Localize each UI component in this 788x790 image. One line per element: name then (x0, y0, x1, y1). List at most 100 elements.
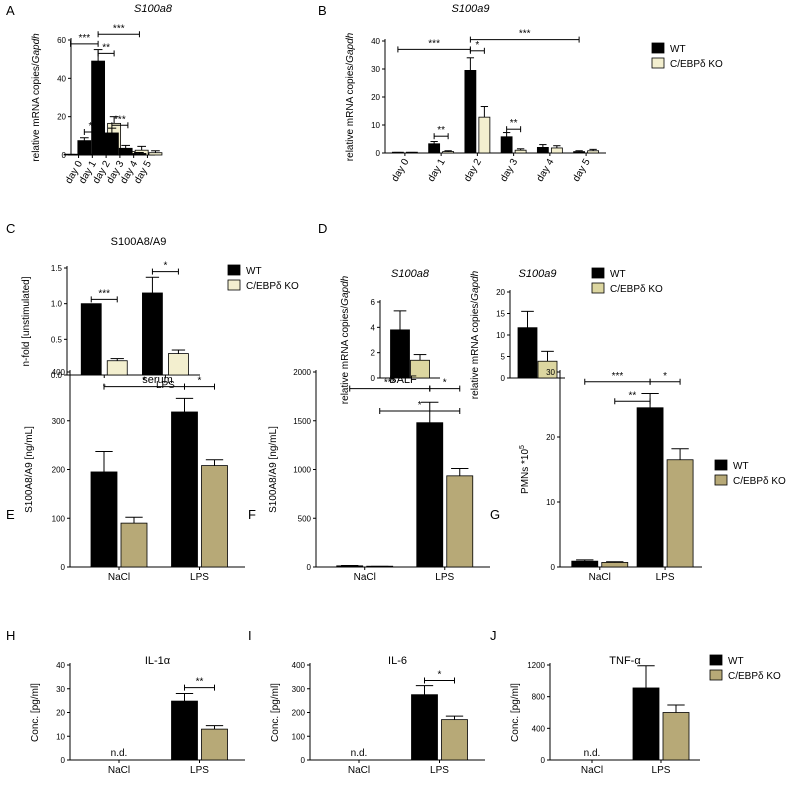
y-axis-label: Conc. [pg/ml] (270, 683, 281, 742)
y-tick-label: 20 (546, 433, 555, 442)
significance-label: ** (102, 42, 110, 53)
significance-label: *** (428, 38, 440, 49)
category-label: NaCl (589, 572, 611, 583)
bar-wt (632, 687, 660, 761)
chart-title: BALF (389, 374, 417, 386)
legend-swatch (651, 42, 665, 54)
panel-letter: A (6, 3, 15, 18)
panel-e: serum 0 100 200 300 400 S100A8/A9 [ng/mL] NaCl L… (24, 368, 245, 583)
chart-title: serum (142, 374, 173, 386)
legend-swatch (227, 279, 241, 291)
y-axis-label: relative mRNA copies/Gapdh (470, 270, 481, 399)
bar-ko (446, 475, 474, 568)
significance-label: * (475, 40, 479, 51)
panel-letter: J (490, 628, 497, 643)
category-label: NaCl (108, 572, 130, 583)
panel-letter: F (248, 507, 256, 522)
y-tick-label: 0 (376, 149, 381, 158)
bar-wt (91, 60, 106, 156)
y-tick-label: 4 (371, 323, 376, 332)
category-label: LPS (430, 765, 449, 776)
panel-letter: G (490, 507, 500, 522)
y-tick-label: 0 (551, 563, 556, 572)
category-label: LPS (652, 765, 671, 776)
chart-title: IL-6 (388, 655, 407, 667)
y-axis-label: relative mRNA copies/Gapdh (31, 33, 42, 162)
y-axis-label-italic: Gapdh (31, 33, 42, 63)
panel-f: BALF 0 500 1000 1500 2000 S100A8/A9 [ng/mL] NaC… (268, 368, 490, 583)
y-tick-label: 400 (52, 368, 66, 377)
nd-label: n.d. (584, 748, 601, 759)
y-axis-label: n-fold [unstimulated] (21, 276, 32, 366)
legend-label: WT (733, 461, 749, 472)
chart-title: S100a8 (134, 3, 173, 15)
y-tick-label: 300 (292, 685, 306, 694)
significance-label: *** (384, 378, 396, 389)
y-axis-label-text: relative mRNA copies/ (340, 306, 351, 405)
y-tick-label: 2 (371, 349, 376, 358)
category-label: day 3 (498, 157, 520, 184)
y-tick-label: 800 (532, 693, 546, 702)
y-tick-label: 20 (496, 288, 505, 297)
chart-title: TNF-α (609, 655, 641, 667)
chart-title: S100A8/A9 (111, 236, 167, 248)
y-axis-label-italic: Gapdh (470, 270, 481, 300)
y-tick-label: 2000 (293, 368, 311, 377)
y-axis-label-italic: Gapdh (345, 32, 356, 62)
y-axis-label: Conc. [pg/ml] (30, 683, 41, 742)
chart-title: S100a8 (391, 268, 430, 280)
legend-g: WT C/EBPδ KO (714, 459, 786, 487)
bar-wt (517, 327, 538, 379)
y-tick-label: 10 (496, 331, 505, 340)
legend-swatch (709, 669, 723, 681)
y-tick-label: 300 (52, 417, 66, 426)
bar-wt (500, 136, 513, 154)
y-tick-label: 0 (62, 151, 67, 160)
y-tick-label: 10 (546, 498, 555, 507)
bar-ko (514, 149, 527, 154)
y-axis-label-italic: Gapdh (340, 275, 351, 305)
y-tick-label: 60 (57, 36, 66, 45)
y-tick-label: 15 (496, 310, 505, 319)
y-axis-label-text: PMNs *10 (520, 449, 531, 494)
category-label: day 2 (462, 157, 484, 184)
legend-label: C/EBPδ KO (733, 476, 786, 487)
y-tick-label: 30 (371, 65, 380, 74)
bar-ko (601, 562, 629, 568)
bar-ko (478, 116, 491, 154)
legend-swatch (709, 654, 723, 666)
significance-label: * (663, 371, 667, 382)
y-tick-label: 1500 (293, 417, 311, 426)
chart-title: IL-1α (145, 655, 171, 667)
bar-ko (442, 151, 455, 154)
y-axis-label: relative mRNA copies/Gapdh (340, 275, 351, 404)
significance-label: ** (510, 118, 518, 129)
bar-ko (148, 152, 163, 156)
y-tick-label: 100 (292, 732, 306, 741)
legend-d: WT C/EBPδ KO (591, 267, 663, 295)
y-axis-label-text: relative mRNA copies/ (31, 63, 42, 162)
legend-label: C/EBPδ KO (246, 281, 299, 292)
y-axis-label: relative mRNA copies/Gapdh (345, 32, 356, 161)
significance-label: *** (612, 371, 624, 382)
category-label: LPS (156, 380, 175, 391)
y-axis-label: S100A8/A9 [ng/mL] (268, 426, 279, 513)
bar-wt (118, 147, 133, 156)
y-tick-label: 100 (52, 514, 66, 523)
bar-wt (80, 303, 102, 376)
bar-ko (587, 150, 600, 154)
bar-wt (411, 694, 438, 761)
panel-j: TNF-α 0 400 800 1200 Conc. [pg/ml] n.d. NaCl LPS (510, 655, 700, 776)
bar-ko (168, 353, 189, 376)
bar-wt (132, 153, 147, 156)
y-tick-label: 20 (371, 93, 380, 102)
y-tick-label: 20 (57, 113, 66, 122)
significance-label: ** (88, 121, 96, 132)
panel-h: IL-1α 0 10 20 30 40 Conc. [pg/ml] n.d. NaCl LPS ** (30, 655, 245, 776)
y-axis-label-text: relative mRNA copies/ (345, 63, 356, 162)
chart-title: S100a9 (519, 268, 557, 280)
panel-letter: H (6, 628, 15, 643)
legend-swatch (591, 282, 605, 294)
y-tick-label: 1000 (293, 466, 311, 475)
bar-wt (142, 292, 163, 376)
